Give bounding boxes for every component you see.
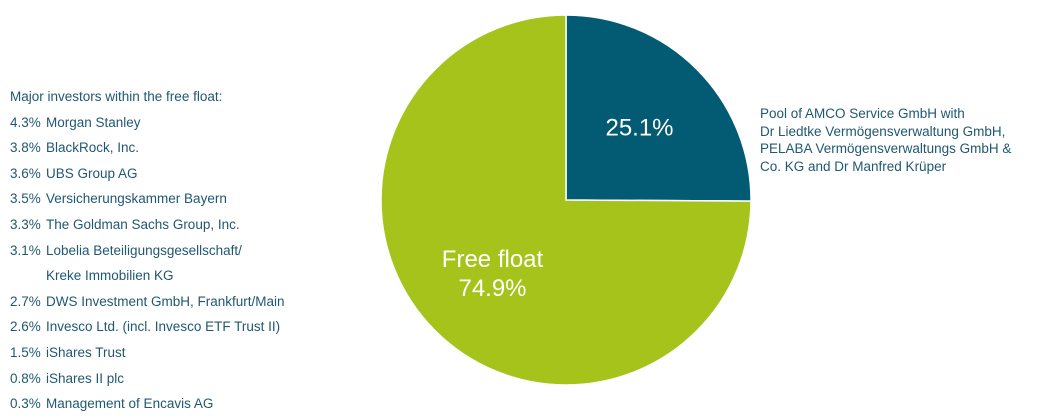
- investor-name: The Goldman Sachs Group, Inc.: [46, 212, 370, 238]
- pie-slice-pool: [565, 14, 752, 202]
- investor-name: Lobelia Beteiligungsgesellschaft/Kreke I…: [46, 238, 370, 289]
- investor-share: 1.5%: [10, 344, 41, 360]
- investor-share: 2.7%: [10, 293, 41, 309]
- investor-list-title: Major investors within the free float:: [10, 89, 223, 104]
- investor-name-line: Lobelia Beteiligungsgesellschaft/: [46, 242, 242, 258]
- pool-annotation: Pool of AMCO Service GmbH with Dr Liedtke…: [760, 105, 1050, 175]
- pool-annotation-line: Pool of AMCO Service GmbH with: [760, 106, 965, 121]
- investor-share: 3.6%: [10, 165, 41, 181]
- investor-row: 3.5% Versicherungskammer Bayern: [10, 186, 370, 212]
- investor-name-line: iShares Trust: [46, 344, 126, 360]
- investor-name-line: Invesco Ltd. (incl. Invesco ETF Trust II…: [46, 319, 281, 335]
- investor-row: 3.8% BlackRock, Inc.: [10, 135, 370, 161]
- investor-name-line: Versicherungskammer Bayern: [46, 191, 227, 207]
- investor-name-line: Kreke Immobilien KG: [46, 268, 174, 284]
- investor-name: DWS Investment GmbH, Frankfurt/Main: [46, 289, 370, 315]
- investor-name: UBS Group AG: [46, 161, 370, 187]
- investor-name: Invesco Ltd. (incl. Invesco ETF Trust II…: [46, 314, 370, 340]
- investor-share: 0.8%: [10, 370, 41, 386]
- investor-share: 3.8%: [10, 140, 41, 156]
- investor-name-line: The Goldman Sachs Group, Inc.: [46, 216, 240, 232]
- investor-row: 0.8% iShares II plc: [10, 366, 370, 392]
- investor-share: 0.3%: [10, 396, 41, 412]
- investor-share: 4.3%: [10, 114, 41, 130]
- investor-name: BlackRock, Inc.: [46, 135, 370, 161]
- investor-row: 2.6% Invesco Ltd. (incl. Invesco ETF Trus…: [10, 314, 370, 340]
- investor-name-line: DWS Investment GmbH, Frankfurt/Main: [46, 293, 285, 309]
- investor-row: 3.6% UBS Group AG: [10, 161, 370, 187]
- investor-name: Versicherungskammer Bayern: [46, 186, 370, 212]
- pool-annotation-line: Co. KG and Dr Manfred Krüper: [760, 158, 947, 174]
- investor-share: 3.1%: [10, 242, 41, 258]
- investor-row: 2.7% DWS Investment GmbH, Frankfurt/Main: [10, 289, 370, 315]
- pie-slice-free-float: [380, 14, 752, 386]
- investor-name: Morgan Stanley: [46, 110, 370, 136]
- investor-share: 2.6%: [10, 319, 41, 335]
- investor-share: 3.3%: [10, 216, 41, 232]
- pool-annotation-line: Dr Liedtke Vermögensverwaltung GmbH,: [760, 123, 1006, 139]
- investor-row: 3.3% The Goldman Sachs Group, Inc.: [10, 212, 370, 238]
- investor-row: 4.3% Morgan Stanley: [10, 110, 370, 136]
- pie-slice-label: Free float: [442, 246, 544, 273]
- investor-row: 1.5% iShares Trust: [10, 340, 370, 366]
- investor-row: 0.3% Management of Encavis AG: [10, 391, 370, 417]
- pool-annotation-line: PELABA Vermögensverwaltungs GmbH &: [760, 141, 1012, 156]
- investor-name: iShares II plc: [46, 366, 370, 392]
- investor-name: Management of Encavis AG: [46, 391, 370, 417]
- pie-slice-label: 74.9%: [458, 275, 526, 302]
- investor-name-line: Management of Encavis AG: [46, 396, 214, 412]
- investor-share: 3.5%: [10, 191, 41, 207]
- investor-row: 3.1% Lobelia Beteiligungsgesellschaft/Kre…: [10, 238, 370, 289]
- investor-name-line: BlackRock, Inc.: [46, 140, 140, 156]
- pie-slice-label: 25.1%: [605, 114, 673, 141]
- investor-name-line: UBS Group AG: [46, 165, 138, 181]
- investor-name-line: iShares II plc: [46, 370, 125, 386]
- investor-rows: 4.3% Morgan Stanley 3.8% BlackRock, Inc. 3.6…: [10, 110, 370, 417]
- investor-name-line: Morgan Stanley: [46, 114, 141, 130]
- investor-list: Major investors within the free float: 4…: [10, 84, 370, 417]
- investor-name: iShares Trust: [46, 340, 370, 366]
